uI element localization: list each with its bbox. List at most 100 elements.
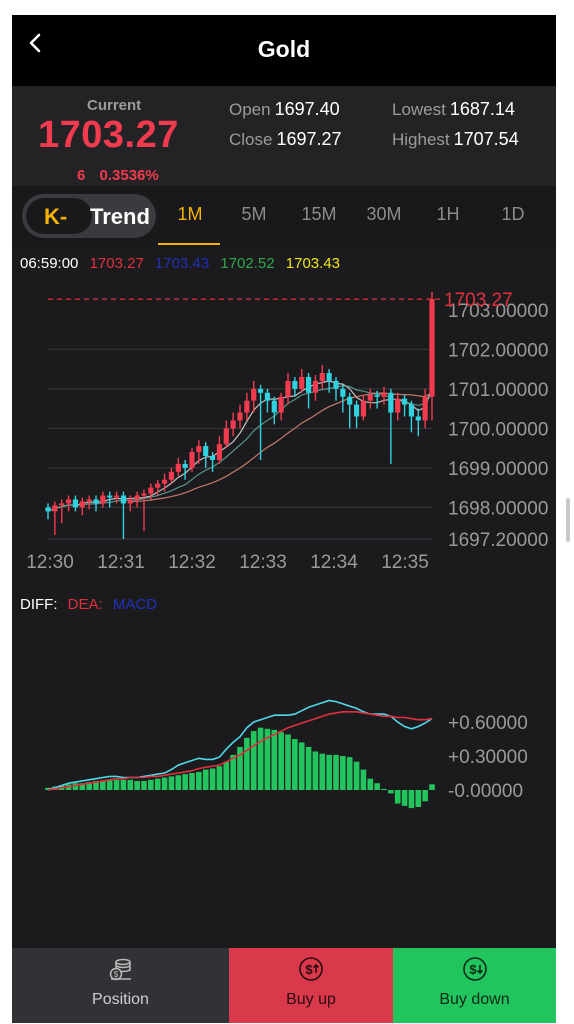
macd-bar bbox=[209, 768, 216, 790]
macd-bar bbox=[298, 742, 305, 790]
candle-body bbox=[422, 396, 428, 421]
candle-body bbox=[340, 388, 346, 397]
open-stat: Open 1697.40 bbox=[229, 99, 340, 120]
macd-bar bbox=[367, 778, 374, 790]
macd-bar bbox=[127, 779, 134, 790]
dollar-down-icon: $ bbox=[462, 956, 488, 982]
macd-bar bbox=[79, 783, 86, 790]
candle-body bbox=[120, 495, 127, 504]
macd-bar bbox=[120, 779, 127, 790]
candle-body bbox=[107, 495, 113, 498]
candle-body bbox=[367, 394, 373, 401]
macd-bar bbox=[72, 783, 79, 790]
macd-bar bbox=[381, 788, 387, 790]
tab-1d[interactable]: 1D bbox=[501, 204, 525, 224]
candle-body bbox=[196, 446, 202, 453]
candle-body bbox=[374, 394, 380, 397]
macd-bar bbox=[305, 746, 312, 790]
candle-body bbox=[388, 392, 394, 413]
candle-body bbox=[299, 376, 305, 389]
candle-body bbox=[86, 499, 92, 502]
macd-bar bbox=[394, 790, 401, 804]
lowest-stat: Lowest 1687.14 bbox=[392, 99, 515, 120]
macd-bar bbox=[175, 775, 182, 790]
macd-bar bbox=[401, 790, 408, 806]
x-tick-label: 12:31 bbox=[97, 552, 145, 573]
chart-mode-toggle[interactable]: K- Trend bbox=[22, 194, 156, 238]
candle-body bbox=[223, 428, 229, 445]
candle-body bbox=[326, 373, 332, 381]
page-scrollbar[interactable] bbox=[566, 498, 570, 542]
dea-line bbox=[47, 711, 433, 791]
tab-1m[interactable]: 1M bbox=[177, 204, 203, 224]
candle-body bbox=[100, 495, 106, 504]
candle-body bbox=[347, 396, 353, 405]
y-tick-label: 1700.00000 bbox=[448, 419, 548, 440]
candle-body bbox=[168, 471, 175, 480]
current-label: Current bbox=[87, 97, 142, 114]
macd-bar bbox=[148, 779, 154, 790]
candle-body bbox=[408, 404, 415, 417]
x-tick-label: 12:30 bbox=[26, 552, 74, 573]
y-tick-label: 1699.00000 bbox=[448, 459, 548, 480]
x-tick-label: 12:32 bbox=[168, 552, 216, 573]
close-value: 1697.27 bbox=[276, 129, 342, 149]
ma10-line bbox=[47, 385, 433, 512]
svg-text:$: $ bbox=[305, 962, 313, 977]
candle-body bbox=[203, 446, 209, 457]
candlestick-chart: 1703.00000 1702.00000 1701.00000 1700.00000… bbox=[26, 290, 548, 573]
highest-label: Highest bbox=[392, 130, 450, 149]
macd-bar bbox=[230, 754, 236, 790]
candle-body bbox=[113, 495, 120, 498]
open-label: Open bbox=[229, 100, 271, 119]
macd-bar bbox=[285, 734, 291, 790]
candle-body bbox=[237, 412, 243, 421]
buy-down-button[interactable]: $ Buy down bbox=[393, 948, 556, 1023]
candle-body bbox=[360, 400, 367, 417]
candle-body bbox=[305, 376, 312, 393]
macd-bar bbox=[154, 778, 161, 790]
close-label: Close bbox=[229, 130, 273, 149]
candle-body bbox=[251, 388, 257, 401]
back-arrow-icon[interactable] bbox=[24, 31, 48, 55]
macd-bar bbox=[106, 779, 113, 790]
coins-icon: $ bbox=[108, 956, 134, 982]
page-title: Gold bbox=[257, 36, 311, 62]
position-button[interactable]: $ Position bbox=[12, 948, 229, 1023]
candle-body bbox=[79, 501, 85, 508]
candle-body bbox=[65, 499, 72, 504]
y-tick-label: 1698.00000 bbox=[448, 498, 548, 519]
candle-body bbox=[319, 373, 325, 381]
tab-5m[interactable]: 5M bbox=[241, 204, 267, 224]
toggle-kline-label[interactable]: K- bbox=[44, 204, 68, 229]
macd-bar bbox=[312, 751, 319, 790]
tab-1h[interactable]: 1H bbox=[436, 204, 460, 224]
tab-30m[interactable]: 30M bbox=[366, 204, 402, 224]
buy-up-button[interactable]: $ Buy up bbox=[229, 948, 393, 1023]
candle-body bbox=[429, 299, 435, 397]
macd-bar bbox=[161, 777, 168, 790]
candle-body bbox=[134, 495, 140, 500]
tab-15m[interactable]: 15M bbox=[301, 204, 337, 224]
macd-bar bbox=[429, 784, 435, 790]
candle-body bbox=[216, 444, 223, 460]
y-tick-label: 1697.20000 bbox=[448, 530, 548, 551]
macd-bar bbox=[340, 756, 346, 790]
period-tabs: K- Trend 1M 5M 15M 30M 1H 1D bbox=[12, 186, 556, 246]
candle-body bbox=[230, 420, 236, 429]
y-tick-label: 1702.00000 bbox=[448, 340, 548, 361]
macd-bar bbox=[45, 787, 51, 790]
candle-body bbox=[312, 380, 319, 393]
macd-bar bbox=[100, 780, 106, 790]
macd-bar bbox=[182, 774, 188, 790]
candle-body bbox=[395, 398, 401, 413]
x-tick-label: 12:35 bbox=[381, 552, 429, 573]
macd-bar bbox=[292, 739, 298, 790]
price-change: 6 0.3536% bbox=[77, 167, 159, 184]
chart-area[interactable]: 06:59:00 1703.27 1703.43 1702.52 1703.43… bbox=[12, 246, 556, 966]
candle-body bbox=[209, 456, 216, 460]
toggle-trend-label[interactable]: Trend bbox=[90, 204, 150, 229]
candle-body bbox=[155, 483, 161, 488]
app-screen: Gold Current 1703.27 6 0.3536% Open 1697.… bbox=[12, 15, 556, 1023]
svg-text:$: $ bbox=[113, 970, 118, 979]
